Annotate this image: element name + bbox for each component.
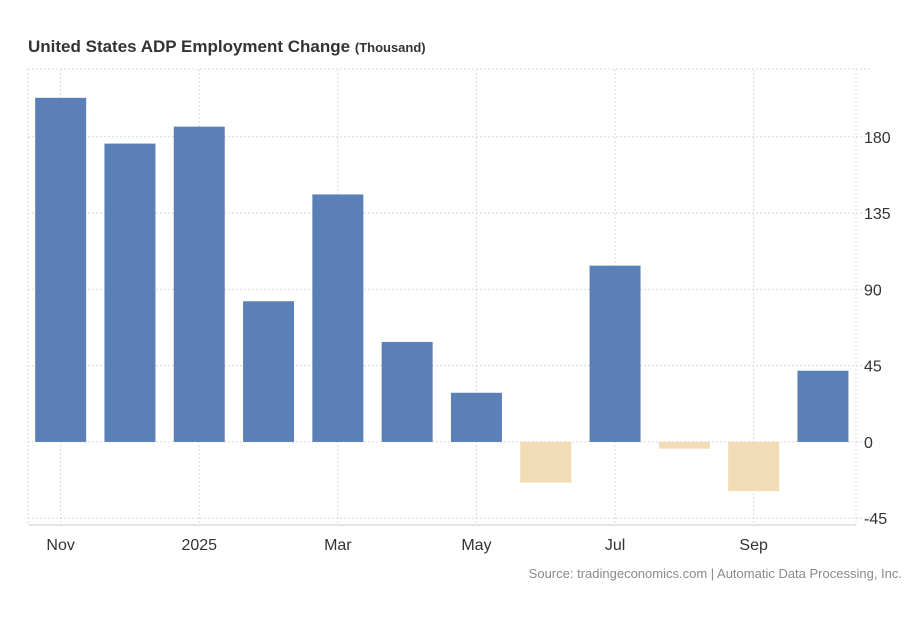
bar-feb bbox=[243, 301, 295, 442]
bar-nov bbox=[35, 97, 87, 442]
y-tick-labels: -45 0 45 90 135 180 bbox=[864, 130, 891, 528]
bar-dec bbox=[104, 143, 156, 442]
x-tick-label: Mar bbox=[324, 537, 352, 554]
x-tick-label: 2025 bbox=[181, 537, 217, 554]
chart-title-text: United States ADP Employment Change bbox=[28, 37, 351, 56]
source-text: Source: tradingeconomics.com | Automatic… bbox=[528, 566, 902, 581]
x-tick-label: Sep bbox=[739, 537, 768, 554]
bar-may bbox=[450, 392, 502, 442]
bar-oct bbox=[797, 370, 849, 442]
y-tick-label: 180 bbox=[864, 130, 891, 147]
chart-title-unit: (Thousand) bbox=[354, 40, 426, 55]
y-tick-label: 135 bbox=[864, 206, 891, 223]
bar-aug bbox=[658, 441, 710, 449]
bar-sep bbox=[728, 441, 780, 492]
bar-2025 bbox=[173, 126, 225, 442]
bar-apr bbox=[381, 341, 433, 442]
x-tick-label: Jul bbox=[605, 537, 625, 554]
y-tick-label: -45 bbox=[864, 511, 887, 528]
x-tick-label: Nov bbox=[46, 537, 74, 554]
y-tick-label: 0 bbox=[864, 435, 873, 452]
x-tick-labels: Nov 2025 Mar May Jul Sep bbox=[46, 537, 768, 554]
x-tick-label: May bbox=[461, 537, 491, 554]
chart-title: United States ADP Employment Change (Tho… bbox=[28, 37, 426, 57]
bar-mar bbox=[312, 194, 364, 442]
y-tick-label: 45 bbox=[864, 359, 882, 376]
bar-jul bbox=[589, 265, 641, 442]
bars bbox=[35, 97, 849, 492]
y-tick-label: 90 bbox=[864, 282, 882, 299]
bar-jun bbox=[520, 441, 572, 483]
